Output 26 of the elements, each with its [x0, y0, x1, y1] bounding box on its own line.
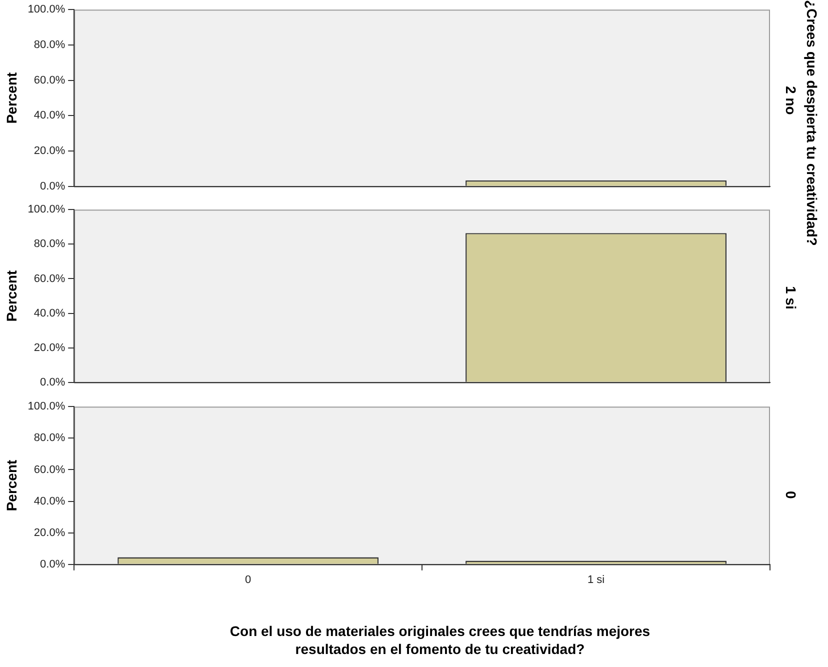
y2-axis-title: 2 no — [783, 86, 799, 114]
y-tick-label: 40.0% — [34, 307, 66, 320]
y-tick-label: 100.0% — [28, 4, 66, 16]
y-tick-label: 100.0% — [28, 400, 66, 413]
y-tick-label: 20.0% — [34, 145, 66, 158]
y-tick-label: 0.0% — [40, 180, 66, 192]
y-axis-title: Percent — [3, 459, 20, 512]
y2-axis-title: 1 si — [783, 286, 799, 310]
y-tick-label: 60.0% — [34, 272, 66, 285]
y-tick-label: 40.0% — [34, 495, 66, 508]
y-tick-label: 80.0% — [34, 432, 66, 444]
x-axis-title: Con el uso de materiales originales crees que tendrías mejores resultados en el fomento de tu creatividad? — [228, 622, 652, 658]
y2-axis-title: 0 — [783, 490, 799, 498]
y-axis-title: Percent — [3, 270, 20, 322]
y-tick-label: 0.0% — [40, 558, 66, 570]
y-tick-label: 20.0% — [34, 342, 66, 354]
y-tick-label: 60.0% — [34, 74, 66, 86]
y-tick-label: 40.0% — [34, 110, 66, 122]
y-tick-label: 60.0% — [34, 464, 66, 476]
y-tick-label: 80.0% — [34, 38, 66, 51]
y-axis-title: Percent — [3, 72, 20, 124]
y-tick-label: 0.0% — [40, 376, 66, 388]
y-tick-label: 100.0% — [28, 204, 66, 216]
text: ¿Crees que despierta tu creatividad? — [804, 0, 820, 248]
y-tick-label: 20.0% — [34, 526, 66, 539]
y-tick-label: 80.0% — [34, 238, 66, 250]
